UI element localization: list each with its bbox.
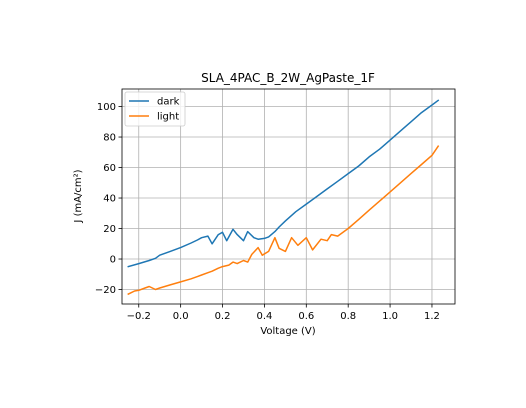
y-tick-label: 80 [103,133,116,144]
x-tick-label: 0.0 [173,311,189,322]
x-tick-label: 0.4 [256,311,272,322]
x-tick-label: 1.2 [424,311,440,322]
chart-title: SLA_4PAC_B_2W_AgPaste_1F [201,71,375,85]
legend-label-light: light [157,112,179,123]
y-tick-label: 0 [110,255,116,266]
y-tick-label: 20 [103,224,116,235]
y-axis-ticks: −20 0 20 40 60 80 100 [95,102,122,296]
y-tick-label: 60 [103,163,116,174]
plot-area-frame [121,88,456,305]
legend: dark light [124,91,186,127]
x-axis-ticks: −0.2 0.0 0.2 0.4 0.6 0.8 1.0 1.2 [127,304,440,322]
x-tick-label: 0.6 [298,311,314,322]
x-tick-label: 1.0 [382,311,398,322]
y-axis-label: J (mA/cm²) [73,169,84,223]
x-tick-label: 0.8 [340,311,356,322]
legend-label-dark: dark [157,97,180,108]
x-tick-label: 0.2 [215,311,231,322]
x-axis-label: Voltage (V) [260,326,315,337]
y-tick-label: −20 [95,285,116,296]
series-line-dark [127,99,440,268]
x-tick-label: −0.2 [127,311,151,322]
y-tick-label: 100 [97,102,116,113]
series-lines [127,99,440,296]
series-line-light [127,145,440,296]
y-tick-label: 40 [103,194,116,205]
grid [122,89,455,304]
